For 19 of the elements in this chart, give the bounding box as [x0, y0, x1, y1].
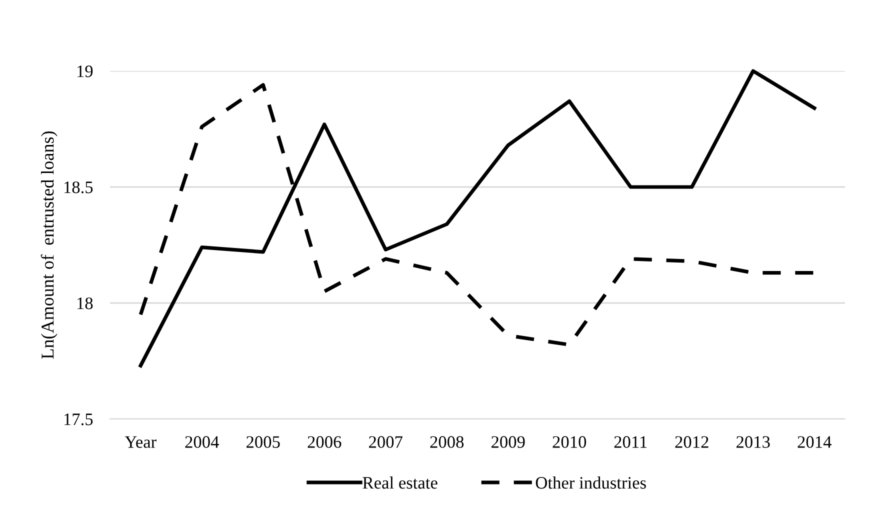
x-tick-label: 2013 [736, 436, 770, 448]
x-tick-label: 2008 [430, 436, 464, 448]
x-tick-label: 2012 [675, 436, 708, 448]
y-tick-label: 18.5 [64, 181, 93, 194]
x-tick-label: 2010 [552, 436, 586, 448]
y-tick-label: 19 [78, 66, 93, 78]
y-axis-title: Ln(Amount of entrusted loans) [40, 131, 58, 359]
x-tick-label: 2009 [492, 436, 525, 448]
y-tick-label: 18 [78, 297, 93, 310]
x-tick-label: 2005 [246, 436, 280, 448]
legend-label: Real estate [362, 476, 438, 489]
y-tick-label: 17.5 [64, 414, 93, 426]
x-tick-label: 2007 [369, 436, 402, 448]
x-tick-label: 2011 [614, 436, 647, 448]
x-tick-label: 2006 [308, 436, 342, 448]
x-tick-label: 2004 [185, 436, 219, 448]
legend-label: Other industries [536, 476, 646, 489]
x-tick-label: 2014 [798, 436, 832, 448]
x-tick-label: Year [124, 436, 156, 448]
